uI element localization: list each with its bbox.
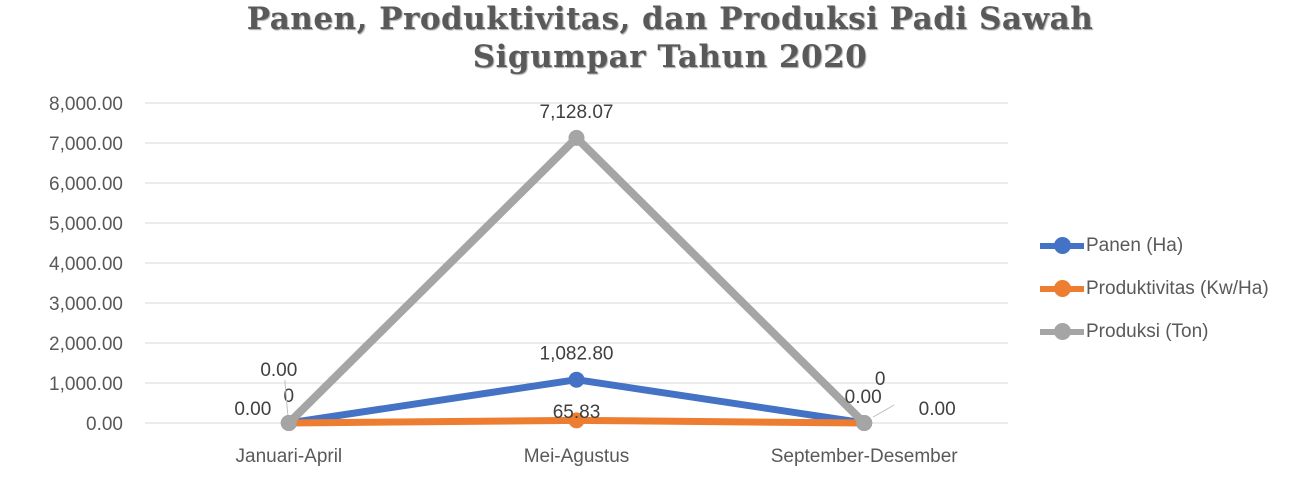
y-tick-label-1: 1,000.00 [49, 374, 123, 395]
y-tick-label-5: 5,000.00 [49, 214, 123, 235]
legend: Panen (Ha) Produktivitas (Kw/Ha) Produks… [1040, 224, 1269, 353]
y-tick-label-6: 6,000.00 [49, 174, 123, 195]
data-label-produktivitas-0: 0 [284, 386, 295, 407]
legend-label-produksi: Produksi (Ton) [1086, 320, 1209, 342]
data-label-produksi-1: 7,128.07 [540, 102, 614, 123]
point-produksi-1 [568, 129, 585, 146]
data-label-produksi-0: 0.00 [260, 360, 297, 381]
y-tick-label-8: 8,000.00 [49, 94, 123, 115]
data-label-panen-2: 0.00 [845, 387, 882, 408]
point-produktivitas-1 [568, 412, 585, 429]
x-tick-label-0: Januari-April [236, 446, 343, 467]
legend-swatch-produksi [1040, 322, 1084, 341]
chart-title-line-2: Sigumpar Tahun 2020 [472, 39, 868, 75]
y-tick-label-4: 4,000.00 [49, 254, 123, 275]
point-panen-1 [568, 371, 585, 388]
legend-swatch-produktivitas [1040, 279, 1084, 298]
legend-item-produktivitas: Produktivitas (Kw/Ha) [1040, 267, 1269, 310]
x-tick-label-1: Mei-Agustus [524, 446, 630, 467]
data-label-produktivitas-2: 0 [875, 369, 886, 390]
legend-label-produktivitas: Produktivitas (Kw/Ha) [1086, 277, 1269, 299]
data-label-produksi-2: 0.00 [919, 399, 956, 420]
x-tick-label-2: September-Desember [771, 446, 959, 467]
data-label-panen-0: 0.00 [234, 399, 271, 420]
leader-line-produksi-2 [872, 404, 895, 418]
y-tick-label-2: 2,000.00 [49, 334, 123, 355]
leader-line-produksi-0 [284, 379, 289, 416]
chart-title: Panen, Produktivitas, dan Produksi Padi … [0, 0, 1304, 76]
data-label-produktivitas-1: 65.83 [553, 402, 601, 423]
y-tick-label-7: 7,000.00 [49, 134, 123, 155]
point-produksi-2 [856, 415, 873, 431]
legend-swatch-panen [1040, 236, 1084, 255]
legend-label-panen: Panen (Ha) [1086, 234, 1184, 256]
y-tick-label-0: 0.00 [86, 414, 123, 435]
legend-item-produksi: Produksi (Ton) [1040, 310, 1269, 353]
legend-item-panen: Panen (Ha) [1040, 224, 1269, 267]
chart-title-line-1: Panen, Produktivitas, dan Produksi Padi … [246, 1, 1094, 37]
data-label-panen-1: 1,082.80 [540, 344, 614, 365]
point-produksi-0 [280, 415, 297, 431]
y-tick-label-3: 3,000.00 [49, 294, 123, 315]
